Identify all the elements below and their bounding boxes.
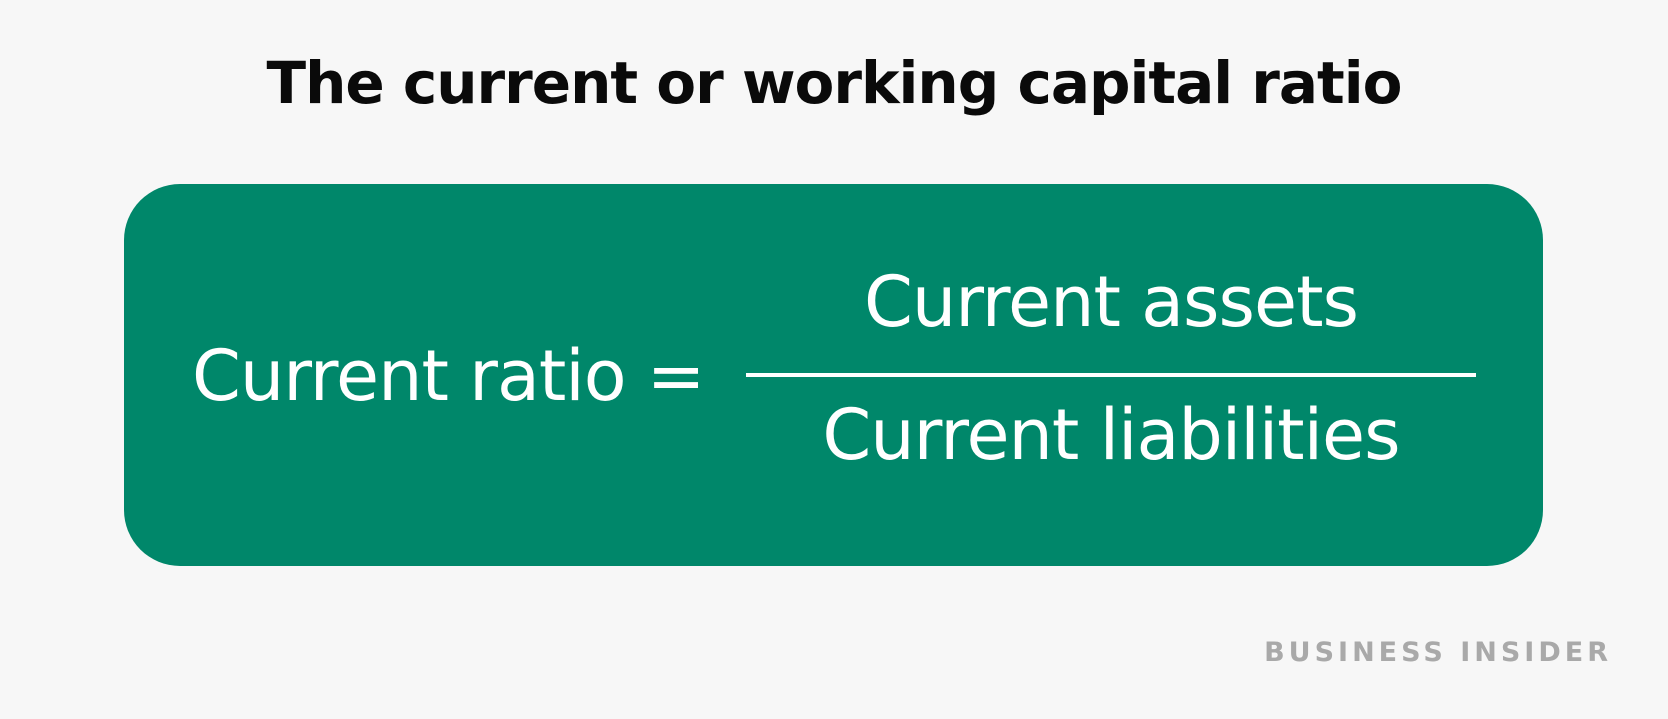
formula-box: Current ratio = Current assets Current l… <box>124 184 1543 566</box>
fraction-bar <box>746 373 1476 377</box>
fraction: Current assets Current liabilities <box>746 262 1476 512</box>
brand-logo: BUSINESS INSIDER <box>1264 637 1612 668</box>
formula-lhs: Current ratio = <box>192 335 705 417</box>
page-title: The current or working capital ratio <box>266 49 1403 117</box>
fraction-numerator: Current assets <box>864 261 1359 343</box>
fraction-denominator: Current liabilities <box>822 394 1400 476</box>
